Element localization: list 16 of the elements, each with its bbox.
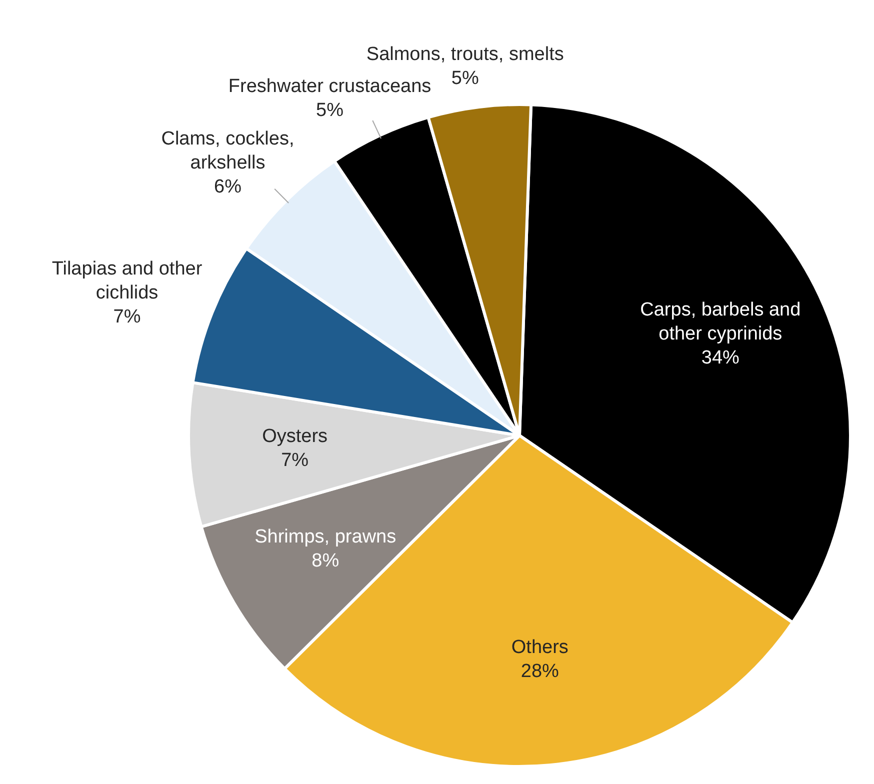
slice-label: Others xyxy=(511,636,568,658)
data-label: 34% xyxy=(701,347,740,368)
data-label: 7% xyxy=(113,306,141,328)
data-label: 7% xyxy=(281,450,309,472)
data-label: 6% xyxy=(214,176,242,198)
slice-label: Shrimps, prawns xyxy=(254,526,396,548)
slice-label: Oysters xyxy=(262,426,328,448)
slice-label: Salmons, trouts, smelts xyxy=(366,44,564,65)
slice-label: Carps, barbels and other cyprinids xyxy=(640,299,801,344)
data-label: 5% xyxy=(451,68,479,89)
data-label: 8% xyxy=(312,550,340,572)
slice-label: Clams, cockles, arkshells xyxy=(161,128,294,174)
slice-label: Tilapias and other cichlids xyxy=(52,258,203,304)
data-label: 28% xyxy=(520,660,560,682)
data-label: 5% xyxy=(316,100,344,121)
slice-label: Freshwater crustaceans xyxy=(228,76,432,97)
